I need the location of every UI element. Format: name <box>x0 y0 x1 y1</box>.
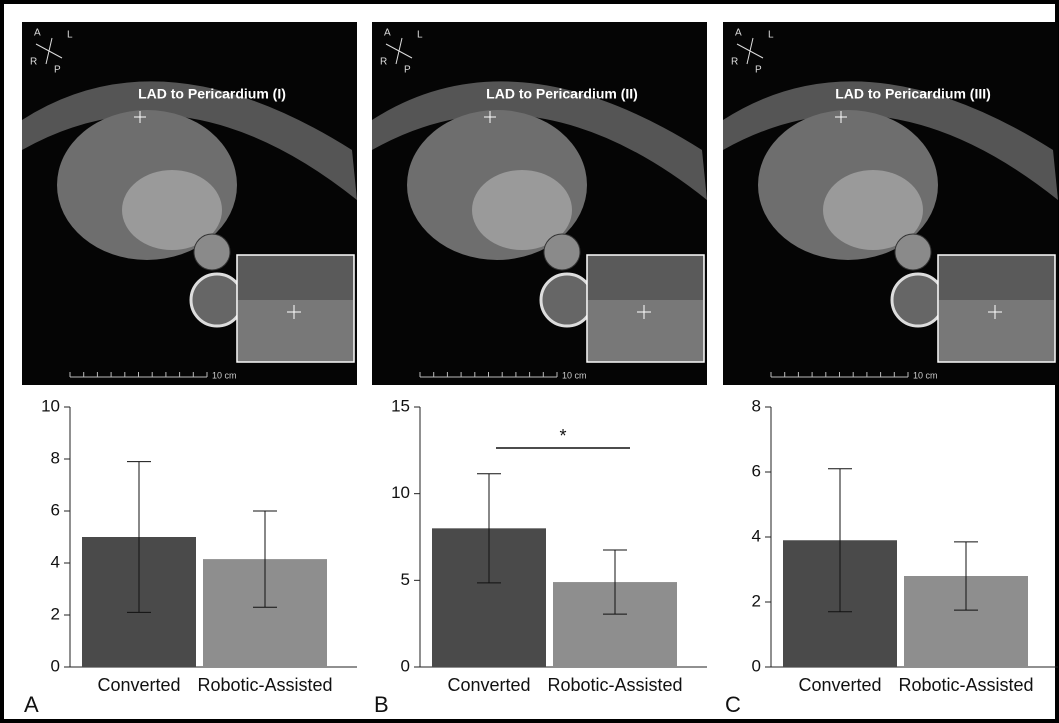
error-bar <box>603 549 627 615</box>
orientation-label: A <box>34 28 41 39</box>
error-bar <box>477 473 501 584</box>
scale-bar <box>419 372 558 378</box>
y-tick-label: 0 <box>752 656 761 675</box>
error-bar <box>127 461 151 613</box>
y-tick-label: 15 <box>391 396 410 415</box>
image-title: LAD to Pericardium (III) <box>835 86 991 102</box>
chest-wall <box>22 81 357 200</box>
x-tick-label: Robotic-Assisted <box>898 675 1033 695</box>
orientation-cross <box>35 37 63 65</box>
x-tick-label: Robotic-Assisted <box>197 675 332 695</box>
y-tick-label: 4 <box>51 552 60 571</box>
marker <box>988 305 1002 319</box>
marker <box>637 305 651 319</box>
y-tick-label: 2 <box>752 591 761 610</box>
image-title: LAD to Pericardium (II) <box>486 86 638 102</box>
x-tick-label: Robotic-Assisted <box>547 675 682 695</box>
panel-label: B <box>374 692 389 717</box>
x-tick-label: Converted <box>97 675 180 695</box>
scale-label: 10 cm <box>562 370 587 380</box>
aorta <box>193 233 231 271</box>
orientation-label: R <box>30 57 37 68</box>
marker <box>484 111 496 123</box>
error-bar <box>253 510 277 608</box>
orientation-label: A <box>735 28 742 39</box>
y-tick-label: 6 <box>752 461 761 480</box>
error-bar <box>828 468 852 613</box>
scale-bar <box>770 372 909 378</box>
x-tick-label: Converted <box>447 675 530 695</box>
y-tick-label: 8 <box>51 448 60 467</box>
y-tick-label: 0 <box>401 656 410 675</box>
panel-label: A <box>24 692 39 717</box>
ventricle <box>823 170 923 250</box>
orientation-label: P <box>755 65 762 76</box>
error-bar <box>954 541 978 611</box>
chest-wall <box>372 81 707 200</box>
orientation-label: P <box>54 65 61 76</box>
panel-label: C <box>725 692 741 717</box>
spine <box>890 272 946 328</box>
x-tick-label: Converted <box>798 675 881 695</box>
scale-bar <box>69 372 208 378</box>
inset-tissue <box>238 300 353 361</box>
inset-tissue <box>588 300 703 361</box>
orientation-label: L <box>67 30 73 41</box>
y-tick-label: 0 <box>51 656 60 675</box>
significance-label: * <box>559 426 566 446</box>
aorta <box>543 233 581 271</box>
inset-tissue <box>939 300 1054 361</box>
y-tick-label: 8 <box>752 396 761 415</box>
image-title: LAD to Pericardium (I) <box>138 86 286 102</box>
ct-image: LAD to Pericardium (III) A L R P 10 cm <box>723 22 1058 385</box>
y-tick-label: 6 <box>51 500 60 519</box>
aorta <box>894 233 932 271</box>
y-tick-label: 10 <box>41 396 60 415</box>
scale-label: 10 cm <box>212 370 237 380</box>
scale-label: 10 cm <box>913 370 938 380</box>
y-tick-label: 2 <box>51 604 60 623</box>
marker <box>835 111 847 123</box>
orientation-cross <box>736 37 764 65</box>
orientation-label: R <box>731 57 738 68</box>
orientation-cross <box>385 37 413 65</box>
y-tick-label: 10 <box>391 483 410 502</box>
orientation-label: P <box>404 65 411 76</box>
orientation-label: L <box>768 30 774 41</box>
marker <box>134 111 146 123</box>
chest-wall <box>723 81 1058 200</box>
ventricle <box>472 170 572 250</box>
ventricle <box>122 170 222 250</box>
y-tick-label: 5 <box>401 570 410 589</box>
orientation-label: A <box>384 28 391 39</box>
ct-image: LAD to Pericardium (II) A L R P 10 cm <box>372 22 707 385</box>
orientation-label: R <box>380 57 387 68</box>
marker <box>287 305 301 319</box>
spine <box>539 272 595 328</box>
orientation-label: L <box>417 30 423 41</box>
ct-image: LAD to Pericardium (I) A L R P 10 cm <box>22 22 357 385</box>
spine <box>189 272 245 328</box>
y-tick-label: 4 <box>752 526 761 545</box>
